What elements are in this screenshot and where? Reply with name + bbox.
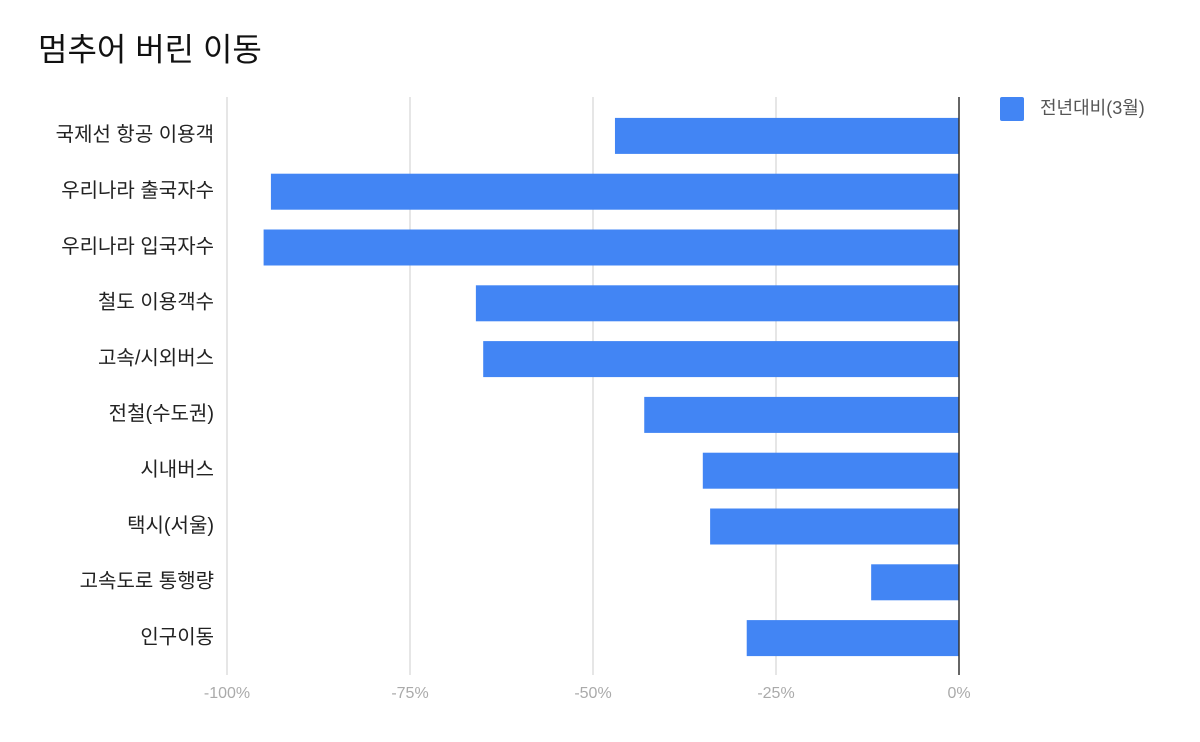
y-tick-label: 우리나라 출국자수 bbox=[61, 179, 214, 202]
chart-title: 멈추어 버린 이동 bbox=[38, 31, 262, 67]
x-tick-label: -25% bbox=[757, 685, 794, 702]
bar bbox=[475, 285, 959, 322]
x-tick-label: 0% bbox=[947, 685, 970, 702]
y-tick-label: 철도 이용객수 bbox=[98, 291, 214, 314]
y-tick-label: 우리나라 입국자수 bbox=[61, 235, 214, 258]
y-tick-label: 국제선 항공 이용객 bbox=[56, 123, 214, 146]
bar bbox=[644, 396, 959, 433]
bar bbox=[746, 620, 959, 657]
y-tick-label: 전철(수도권) bbox=[109, 402, 214, 425]
bar bbox=[614, 117, 959, 154]
y-tick-label: 고속/시외버스 bbox=[98, 346, 214, 369]
bar bbox=[270, 173, 959, 210]
bar bbox=[483, 341, 959, 378]
y-tick-label: 택시(서울) bbox=[127, 514, 214, 537]
x-tick-label: -50% bbox=[574, 685, 611, 702]
bar bbox=[702, 452, 959, 489]
bar bbox=[263, 229, 960, 266]
y-tick-label: 인구이동 bbox=[140, 625, 214, 648]
bar bbox=[710, 508, 959, 545]
legend-swatch bbox=[1000, 97, 1024, 121]
legend-label: 전년대비(3월) bbox=[1040, 98, 1145, 118]
y-tick-label: 시내버스 bbox=[140, 458, 214, 481]
x-tick-label: -100% bbox=[204, 685, 250, 702]
x-tick-label: -75% bbox=[391, 685, 428, 702]
y-tick-label: 고속도로 통행량 bbox=[80, 570, 214, 593]
bar bbox=[871, 564, 959, 601]
